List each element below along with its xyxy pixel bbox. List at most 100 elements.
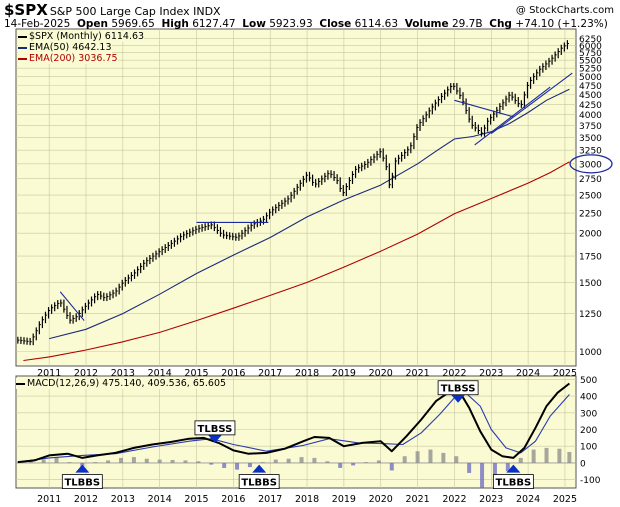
tlbbs-up-arrow — [506, 464, 521, 473]
macd-histogram-bar — [531, 449, 536, 463]
high-value: 6127.47 — [192, 18, 236, 30]
macd-histogram-bar — [505, 462, 510, 472]
price-x-tick-label: 2023 — [479, 368, 503, 379]
legend-ema200-swatch — [18, 57, 27, 60]
macd-histogram-bar — [196, 461, 201, 463]
macd-y-tick-label: -100 — [580, 476, 601, 486]
legend-price-label: $SPX (Monthly) 6114.63 — [29, 31, 145, 42]
macd-x-tick-label: 2011 — [37, 494, 61, 505]
price-x-tick-label: 2018 — [295, 368, 319, 379]
price-x-tick-label: 2011 — [37, 368, 61, 379]
annotation-label: TLBBS — [496, 478, 532, 489]
annotation-box — [437, 380, 479, 396]
macd-y-tick-label: 500 — [580, 376, 597, 386]
macd-y-tick-label: 0 — [580, 459, 586, 469]
macd-x-tick-label: 2024 — [516, 494, 540, 505]
macd-histogram-bar — [131, 457, 136, 463]
trendline — [490, 72, 573, 135]
macd-histogram-bar — [402, 456, 407, 463]
macd-x-tick-label: 2013 — [111, 494, 135, 505]
macd-histogram-bar — [183, 460, 188, 463]
macd-y-tick-label: 200 — [580, 426, 597, 436]
macd-x-tick-label: 2019 — [332, 494, 356, 505]
macd-x-tick-label: 2023 — [479, 494, 503, 505]
macd-x-tick-label: 2021 — [405, 494, 429, 505]
tlbss-down-arrow — [451, 394, 466, 403]
trendline — [454, 99, 514, 118]
legend-ema50-swatch — [18, 46, 27, 49]
legend-macd-swatch — [16, 382, 25, 385]
macd-histogram-bar — [544, 447, 549, 463]
price-y-tick-label: 1250 — [579, 310, 602, 320]
ema200-line — [23, 161, 570, 362]
price-y-tick-label: 6250 — [579, 35, 602, 45]
price-panel — [15, 28, 577, 367]
macd-histogram-bar — [518, 457, 523, 463]
price-y-tick-label: 2000 — [579, 230, 602, 240]
price-y-tick-label: 4500 — [579, 91, 602, 101]
price-y-tick-label: 6000 — [579, 42, 602, 52]
ema50-line — [49, 88, 570, 340]
macd-histogram-bar — [351, 462, 356, 466]
macd-histogram-bar — [557, 448, 562, 463]
chg-value: +74.10 (+1.23%) — [515, 18, 608, 30]
price-x-tick-label: 2020 — [369, 368, 393, 379]
macd-histogram-bar — [260, 462, 265, 463]
low-label: Low — [242, 18, 266, 30]
annotation-box — [492, 474, 534, 489]
macd-y-tick-label: 400 — [580, 393, 597, 403]
macd-histogram-bar — [441, 452, 446, 463]
macd-histogram-bar — [428, 449, 433, 463]
price-x-tick-label: 2015 — [184, 368, 208, 379]
legend-ema50-label: EMA(50) 4642.13 — [29, 42, 112, 53]
trendline — [474, 86, 551, 146]
macd-x-tick-label: 2012 — [74, 494, 98, 505]
annotation-box — [238, 474, 280, 489]
macd-histogram-bar — [286, 458, 291, 463]
macd-histogram-bar — [170, 459, 175, 463]
price-x-tick-label: 2022 — [442, 368, 466, 379]
price-y-tick-label: 2500 — [579, 192, 602, 202]
macd-histogram-bar — [492, 462, 497, 484]
legend-price-swatch — [18, 35, 27, 38]
tlbbs-up-arrow — [75, 464, 90, 473]
quote-line: 14-Feb-2025 Open 5969.65 High 6127.47 Lo… — [4, 18, 608, 30]
price-y-tick-label: 1500 — [579, 279, 602, 289]
macd-histogram-bar — [222, 462, 227, 468]
macd-histogram-bar — [119, 457, 123, 463]
price-y-tick-label: 2250 — [579, 210, 602, 220]
low-value: 5923.93 — [269, 18, 313, 30]
annotation-box — [61, 474, 103, 489]
legend-ema200-label: EMA(200) 3036.75 — [29, 53, 118, 64]
legend-ema50: EMA(50) 4642.13 — [18, 42, 112, 53]
macd-x-tick-label: 2025 — [553, 494, 577, 505]
open-label: Open — [76, 18, 108, 30]
macd-histogram-bar — [144, 458, 149, 463]
macd-histogram-bar — [299, 457, 304, 463]
price-x-tick-label: 2013 — [111, 368, 135, 379]
price-y-tick-label: 3250 — [579, 147, 602, 157]
price-x-tick-label: 2019 — [332, 368, 356, 379]
price-y-tick-label: 5000 — [579, 73, 602, 83]
macd-histogram-bar — [312, 457, 317, 463]
open-value: 5969.65 — [111, 18, 155, 30]
price-x-tick-label: 2017 — [258, 368, 282, 379]
highlight-3000-ellipse — [569, 154, 613, 174]
macd-histogram-bar — [376, 460, 381, 463]
legend-ema200: EMA(200) 3036.75 — [18, 53, 118, 64]
price-x-tick-label: 2021 — [405, 368, 429, 379]
trendline — [59, 291, 85, 321]
macd-x-tick-label: 2015 — [184, 494, 208, 505]
price-x-tick-label: 2014 — [148, 368, 172, 379]
macd-histogram-bar — [273, 459, 278, 463]
price-y-tick-label: 4750 — [579, 82, 602, 92]
annotation-label: TLBBS — [64, 478, 100, 489]
chg-label: Chg — [489, 18, 512, 30]
macd-histogram-bar — [389, 462, 394, 471]
macd-histogram-bar — [106, 460, 111, 463]
price-x-tick-label: 2024 — [516, 368, 540, 379]
tlbbs-up-arrow — [252, 464, 267, 473]
close-label: Close — [319, 18, 352, 30]
annotation-box — [194, 420, 236, 436]
